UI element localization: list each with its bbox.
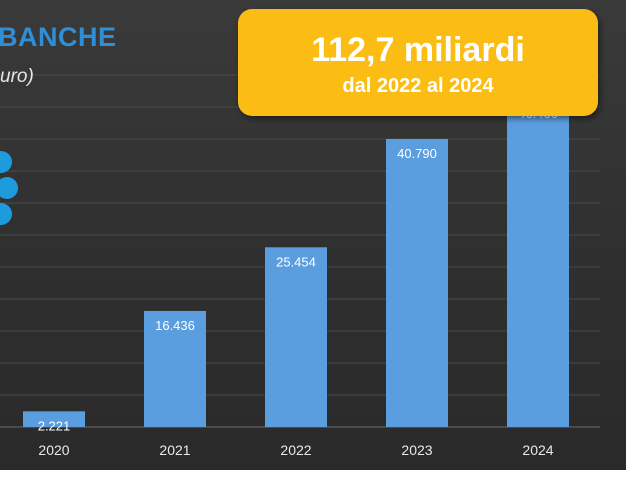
- chart-subtitle: uro): [0, 66, 34, 87]
- x-tick-2023: 2023: [401, 442, 432, 458]
- value-label-2021: 16.436: [155, 318, 195, 333]
- bar-2022: [265, 247, 327, 427]
- callout-box: 112,7 miliardi dal 2022 al 2024: [238, 9, 598, 116]
- x-tick-2022: 2022: [280, 442, 311, 458]
- callout-period: dal 2022 al 2024: [342, 75, 494, 97]
- dot: [0, 177, 18, 199]
- dot: [0, 151, 12, 173]
- value-label-2023: 40.790: [397, 146, 437, 161]
- x-tick-2021: 2021: [159, 442, 190, 458]
- callout-amount: 112,7 miliardi: [311, 31, 525, 69]
- value-label-2020: 2.221: [38, 418, 71, 433]
- bar-2020: [23, 411, 85, 427]
- bar-2023: [386, 139, 448, 428]
- bars-group: [23, 98, 569, 428]
- x-tick-2024: 2024: [522, 442, 553, 458]
- chart-title: BANCHE: [0, 22, 117, 52]
- dot: [0, 203, 12, 225]
- value-label-2022: 25.454: [276, 254, 316, 269]
- bar-2021: [144, 310, 206, 427]
- bar-2024: [507, 98, 569, 427]
- x-tick-2020: 2020: [38, 442, 69, 458]
- x-tick-labels-group: 2020 2021 2022 2023 2024: [38, 442, 553, 458]
- decorative-dots-icon: [0, 151, 18, 225]
